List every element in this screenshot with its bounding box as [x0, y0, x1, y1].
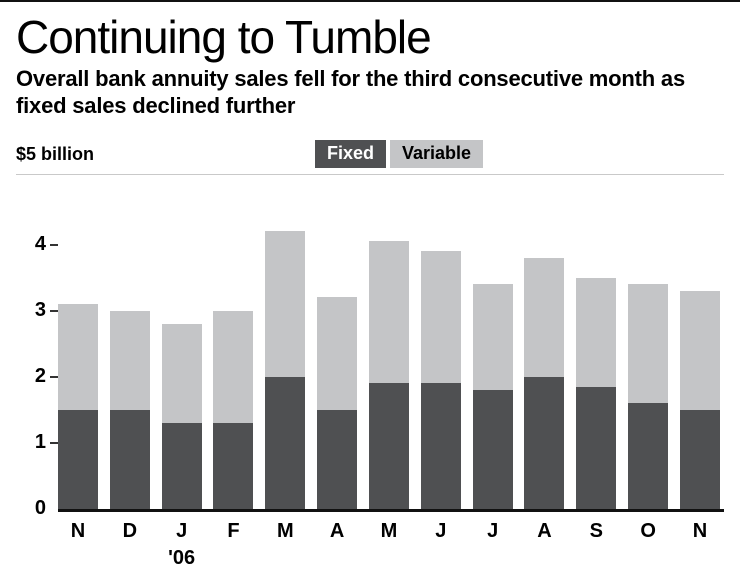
x-axis-year-label — [421, 547, 461, 571]
bar-column — [265, 231, 306, 509]
x-tick-label: A — [317, 520, 357, 571]
bar-segment-fixed — [265, 376, 306, 509]
x-axis-year-label — [317, 547, 357, 571]
x-axis-year-label — [58, 547, 98, 571]
bar-segment-variable — [213, 310, 254, 423]
bar-segment-fixed — [109, 409, 150, 509]
legend: Fixed Variable — [315, 139, 484, 168]
bar-segment-variable — [368, 241, 409, 384]
y-tick-label: 0 — [34, 496, 46, 519]
x-axis-year-label — [680, 547, 720, 571]
legend-item-variable: Variable — [390, 139, 484, 168]
bar-segment-fixed — [161, 422, 202, 509]
bar-column — [420, 251, 461, 509]
bar-column — [472, 284, 513, 509]
bars-container — [58, 179, 720, 509]
y-tick-label: 4 — [34, 232, 46, 255]
bar-segment-fixed — [524, 376, 565, 509]
bar-column — [679, 290, 720, 509]
bar-column — [58, 304, 98, 509]
x-axis-year-label — [213, 547, 253, 571]
x-axis-year-label — [473, 547, 513, 571]
x-tick-label: N — [680, 520, 720, 571]
x-axis-year-label — [524, 547, 564, 571]
bar-column — [524, 257, 565, 509]
chart-title: Continuing to Tumble — [16, 11, 432, 63]
x-tick-label: J — [421, 520, 461, 571]
y-tick-label: 3 — [34, 298, 46, 321]
bar-segment-fixed — [420, 383, 461, 509]
bar-segment-fixed — [368, 383, 409, 509]
bar-segment-variable — [628, 284, 669, 404]
x-tick-label: M — [369, 520, 409, 571]
bar-column — [576, 277, 617, 509]
x-tick-label: A — [524, 520, 564, 571]
bar-segment-variable — [472, 284, 513, 390]
x-tick-label: N — [58, 520, 98, 571]
x-tick-label: M — [265, 520, 305, 571]
chart-subtitle: Overall bank annuity sales fell for the … — [16, 66, 685, 118]
bar-segment-variable — [161, 323, 202, 423]
legend-item-fixed: Fixed — [315, 139, 387, 168]
bar-segment-fixed — [317, 409, 358, 509]
bar-column — [317, 297, 358, 509]
x-tick-label: O — [628, 520, 668, 571]
bar-segment-variable — [58, 304, 98, 410]
x-tick-label: J — [473, 520, 513, 571]
y-axis-unit-label: $5 billion — [16, 143, 95, 164]
x-axis-labels: N D J '06 F M A M J J A S O N — [58, 520, 724, 571]
axis-top-row: $5 billion Fixed Variable — [16, 139, 724, 175]
x-axis-year-label: '06 — [168, 546, 196, 569]
bar-segment-fixed — [472, 389, 513, 509]
y-tick-mark — [50, 309, 58, 312]
bar-column — [161, 323, 202, 509]
bar-segment-fixed — [576, 386, 617, 509]
x-axis-year-label — [369, 547, 409, 571]
y-tick-mark — [50, 375, 58, 378]
x-tick-label: D — [110, 520, 150, 571]
bar-segment-variable — [576, 277, 617, 387]
bar-segment-variable — [420, 251, 461, 384]
y-tick-mark — [50, 441, 58, 444]
bar-column — [109, 310, 150, 509]
bar-column — [368, 241, 409, 509]
x-tick-label: S — [576, 520, 616, 571]
bar-segment-variable — [317, 297, 358, 410]
bar-segment-variable — [679, 290, 720, 410]
x-tick-label: J '06 — [162, 520, 202, 571]
bar-segment-variable — [109, 310, 150, 410]
x-axis-year-label — [265, 547, 305, 571]
x-axis-year-label — [110, 547, 150, 571]
x-tick-label: F — [213, 520, 253, 571]
bar-column — [213, 310, 254, 509]
bar-segment-fixed — [213, 422, 254, 509]
bar-segment-variable — [524, 257, 565, 377]
x-axis-year-label — [628, 547, 668, 571]
x-axis-year-label — [576, 547, 616, 571]
y-tick-mark — [50, 243, 58, 246]
y-tick-label: 1 — [34, 430, 46, 453]
y-tick-label: 2 — [34, 364, 46, 387]
bar-segment-fixed — [679, 409, 720, 509]
bar-column — [628, 284, 669, 509]
bar-segment-fixed — [628, 403, 669, 509]
bar-segment-fixed — [58, 409, 98, 509]
plot-area: 0 1 2 3 4 — [35, 179, 724, 518]
bar-segment-variable — [265, 231, 306, 377]
